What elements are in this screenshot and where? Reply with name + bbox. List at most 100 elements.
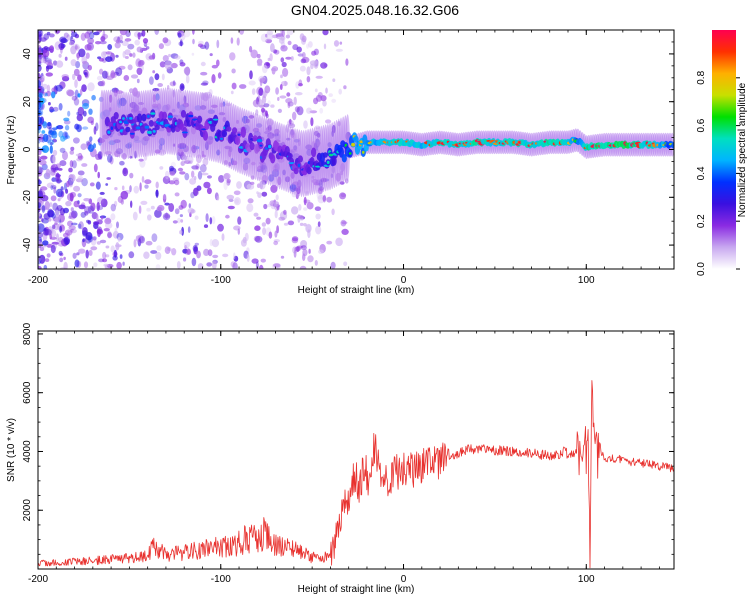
spectrogram-noise-blob xyxy=(303,223,307,227)
spectrogram-noise-blob xyxy=(105,254,110,258)
spectrogram-noise-blob xyxy=(207,175,212,179)
spectrogram-noise-blob xyxy=(52,138,57,143)
spectrogram-noise-blob xyxy=(294,246,301,252)
spectrogram-noise-blob xyxy=(100,216,104,220)
spectrogram-noise-blob xyxy=(285,98,293,104)
spectrogram-noise-blob xyxy=(61,74,69,79)
spectrogram-noise-blob xyxy=(77,223,82,229)
spectrogram-noise-blob xyxy=(177,217,181,224)
spectrogram-noise-blob xyxy=(155,264,161,269)
spectrogram-noise-blob xyxy=(209,239,213,247)
spectrogram-noise-blob xyxy=(322,30,329,36)
spectrogram-noise-blob xyxy=(253,212,259,217)
snr-plot-area xyxy=(38,380,674,569)
spectrogram-noise-blob xyxy=(170,62,178,69)
spectrogram-noise-blob xyxy=(87,235,94,243)
spectrogram-noise-blob xyxy=(62,150,68,161)
spectrogram-noise-blob xyxy=(200,82,208,86)
spectrogram-noise-blob xyxy=(147,214,152,221)
spectrogram-noise-blob xyxy=(112,255,118,261)
spectrogram-noise-blob xyxy=(110,203,117,212)
spectrogram-noise-blob xyxy=(261,222,267,227)
spectrogram-noise-blob xyxy=(280,57,285,63)
spectrogram-noise-blob xyxy=(102,258,108,263)
spectrogram-noise-blob xyxy=(64,125,70,131)
spectrogram-noise-blob xyxy=(62,76,70,82)
spectrogram-noise-blob xyxy=(67,220,73,227)
spectrogram-noise-blob xyxy=(107,231,112,239)
spectrogram-noise-blob xyxy=(71,95,77,101)
spectrogram-noise-blob xyxy=(138,236,145,244)
spectrogram-noise-blob xyxy=(168,203,175,212)
spectrogram-noise-blob xyxy=(69,40,74,46)
spectrogram-noise-blob xyxy=(48,218,52,222)
spectrogram-plot-area xyxy=(38,30,674,269)
spectrogram-noise-blob xyxy=(308,248,311,254)
spectrogram-noise-blob xyxy=(77,193,82,198)
spectrogram-noise-blob xyxy=(78,221,84,230)
spectrogram-ridge-body xyxy=(221,130,227,138)
spectrogram-noise-blob xyxy=(107,154,113,163)
spectrogram-noise-blob xyxy=(193,187,199,197)
spectrogram-noise-blob xyxy=(172,80,176,86)
spectrogram-noise-blob xyxy=(52,224,56,230)
spectrogram-noise-blob xyxy=(49,142,54,145)
spectrogram-noise-blob xyxy=(102,30,106,39)
spectrogram-ridge-peak xyxy=(135,126,141,130)
spectrogram-noise-blob xyxy=(41,130,46,134)
spectrogram-noise-blob xyxy=(299,65,306,72)
spectrogram-noise-blob xyxy=(68,225,76,230)
spectrogram-noise-blob xyxy=(341,228,349,235)
spectrogram-noise-blob xyxy=(145,240,153,246)
spectrogram-noise-blob xyxy=(263,203,268,210)
spectrogram-noise-blob xyxy=(260,33,268,43)
spectrogram-noise-blob xyxy=(231,82,237,90)
spectrogram-noise-blob xyxy=(47,208,54,218)
spectrogram-noise-blob xyxy=(251,258,259,264)
spectrogram-noise-blob xyxy=(46,253,51,258)
spectrogram-noise-blob xyxy=(38,33,42,43)
spectrogram-noise-blob xyxy=(83,261,89,269)
spectrogram-noise-blob xyxy=(236,181,242,189)
spectrogram-noise-blob xyxy=(190,209,196,214)
spectrogram-noise-blob xyxy=(322,194,327,203)
spectrogram-noise-blob xyxy=(282,67,289,77)
spectrogram-noise-blob xyxy=(39,246,45,252)
spectrogram-noise-blob xyxy=(51,241,59,245)
y-tick-label: 6000 xyxy=(22,381,33,404)
spectrogram-noise-blob xyxy=(197,43,204,48)
spectrogram-noise-blob xyxy=(315,75,323,79)
spectrogram-noise-blob xyxy=(93,125,97,135)
spectrogram-noise-blob xyxy=(133,239,137,248)
spectrogram-noise-blob xyxy=(81,56,88,65)
spectrogram-noise-blob xyxy=(211,239,220,248)
spectrogram-noise-blob xyxy=(59,225,62,233)
spectrogram-noise-blob xyxy=(248,80,256,86)
spectrogram-noise-blob xyxy=(116,261,122,269)
spectrogram-ridge-body xyxy=(306,166,312,175)
spectrogram-noise-blob xyxy=(275,33,284,37)
spectrogram-ridge-body xyxy=(226,126,232,132)
spectrogram-noise-blob xyxy=(38,256,42,265)
spectrogram-noise-blob xyxy=(331,98,337,103)
spectrogram-noise-blob xyxy=(137,238,142,247)
spectrogram-noise-blob xyxy=(112,230,119,239)
y-tick-label: 4000 xyxy=(22,440,33,463)
spectrogram-noise-blob xyxy=(249,45,253,53)
spectrogram-noise-blob xyxy=(296,46,302,53)
spectrogram-noise-blob xyxy=(41,195,49,202)
spectrogram-noise-blob xyxy=(298,79,303,86)
spectrogram-noise-blob xyxy=(216,39,220,49)
spectrogram-noise-blob xyxy=(314,260,318,266)
spectrogram-noise-blob xyxy=(207,249,213,257)
spectrogram-noise-blob xyxy=(46,243,53,248)
spectrogram-noise-blob xyxy=(85,234,92,244)
spectrogram-ridge-body xyxy=(297,155,303,163)
spectrogram-noise-blob xyxy=(216,195,220,201)
spectrogram-noise-blob xyxy=(38,60,42,64)
spectrogram-noise-blob xyxy=(199,164,207,173)
spectrogram-ridge-peak xyxy=(122,117,125,120)
spectrogram-noise-blob xyxy=(76,157,83,162)
spectrogram-noise-blob xyxy=(221,233,225,241)
spectrogram-noise-blob xyxy=(100,198,108,208)
